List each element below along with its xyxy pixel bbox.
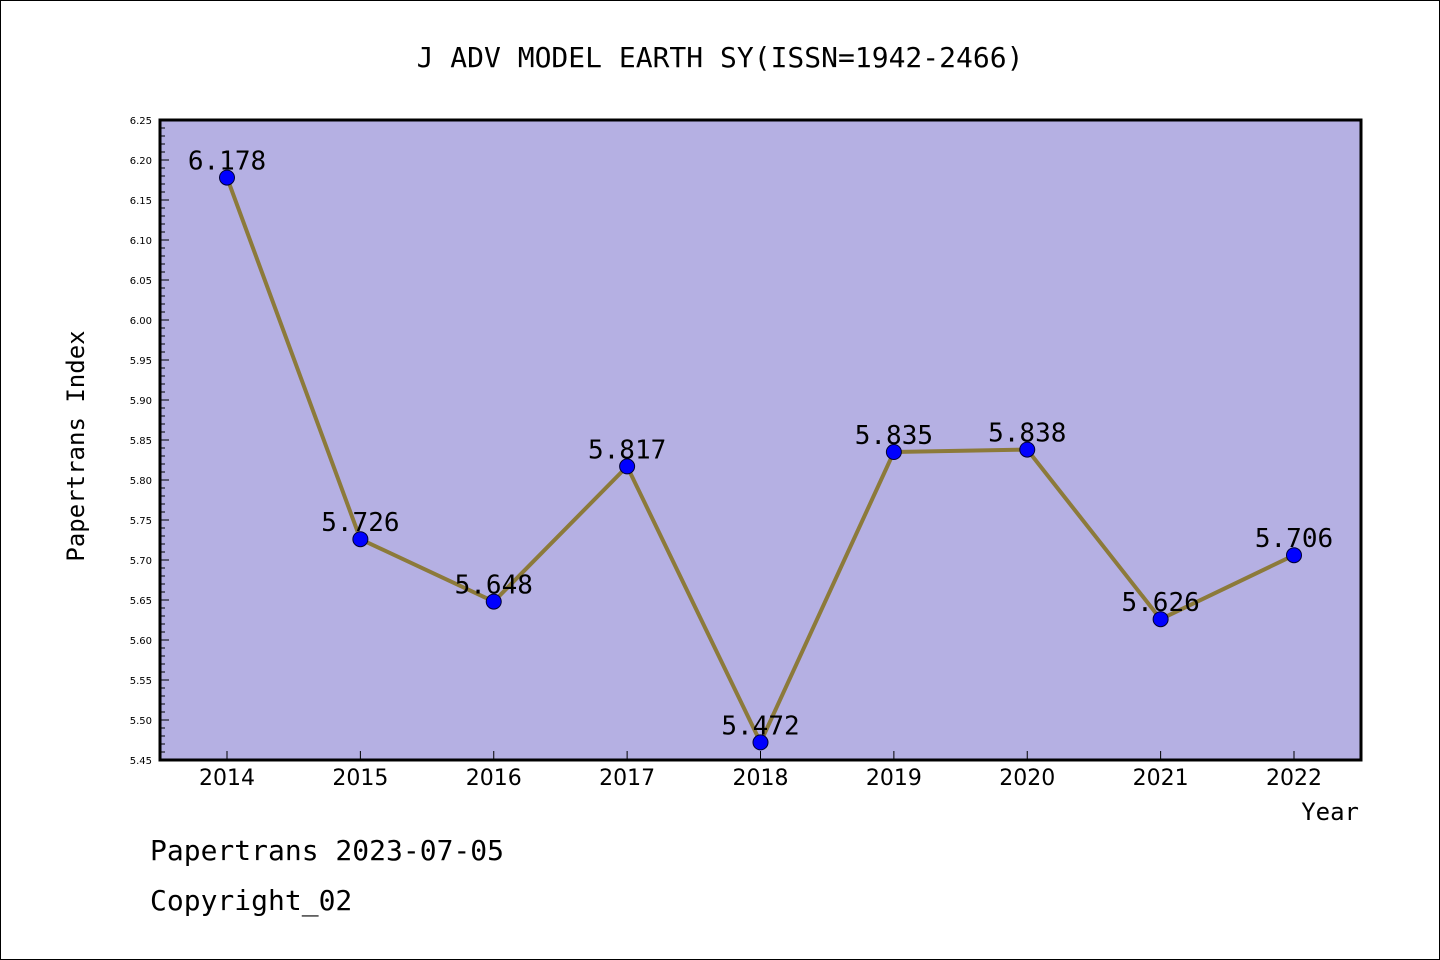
data-point-marker [885, 444, 902, 460]
footer-copyright-text: Copyright_02 [150, 884, 353, 917]
plot-area [158, 118, 1363, 762]
chart-title: J ADV MODEL EARTH SY(ISSN=1942-2466) [417, 41, 1024, 74]
data-point-marker [619, 458, 636, 475]
footer-date-text: Papertrans 2023-07-05 [150, 834, 505, 867]
y-axis: 5.45 5.50 5.55 5.60 5.65 5.70 5.75 5.80 5.85 5.90… [130, 116, 169, 767]
y-tick-label: 5.50 [130, 716, 152, 727]
y-tick-label: 5.55 [130, 676, 152, 687]
x-axis-label: Year [1301, 798, 1359, 826]
data-label: 5.838 [988, 419, 1066, 449]
x-tick-label: 2022 [1266, 766, 1322, 791]
data-label: 5.626 [1121, 588, 1199, 618]
data-point-marker [1019, 441, 1036, 458]
data-label: 5.726 [321, 508, 399, 538]
data-point-marker [752, 734, 769, 751]
x-tick-label: 2014 [199, 766, 255, 791]
y-tick-label: 5.45 [130, 756, 152, 767]
data-label: 5.817 [588, 435, 666, 465]
y-tick-label: 6.15 [130, 196, 152, 207]
x-tick-label: 2020 [999, 766, 1055, 791]
data-point-marker [485, 593, 502, 610]
x-axis: 2014 2015 2016 2017 2018 2019 2020 2021 2022 [199, 751, 1322, 791]
x-tick-label: 2018 [733, 766, 789, 791]
x-tick-label: 2019 [866, 766, 922, 791]
y-tick-label: 6.00 [130, 316, 152, 327]
y-tick-label: 6.20 [130, 156, 152, 167]
y-axis-label: Papertrans Index [62, 330, 90, 561]
y-tick-label: 5.80 [130, 476, 152, 487]
y-tick-label: 6.25 [130, 116, 152, 127]
data-label: 5.472 [721, 711, 799, 741]
y-tick-label: 5.70 [130, 556, 152, 567]
data-point-marker [352, 531, 369, 548]
y-tick-label: 5.85 [130, 436, 152, 447]
y-tick-label: 6.05 [130, 276, 152, 287]
y-tick-label: 6.10 [130, 236, 152, 247]
y-tick-label: 5.95 [130, 356, 152, 367]
y-tick-label: 5.90 [130, 396, 152, 407]
data-label: 5.835 [855, 421, 933, 451]
x-tick-label: 2016 [466, 766, 522, 791]
data-label: 6.178 [188, 147, 266, 177]
data-point-marker [219, 169, 235, 186]
x-tick-label: 2017 [599, 766, 655, 791]
y-tick-label: 5.65 [130, 596, 152, 607]
y-tick-label: 5.60 [130, 636, 152, 647]
data-point-marker [1152, 611, 1169, 628]
x-tick-label: 2021 [1133, 766, 1189, 791]
data-labels: 6.178 5.726 5.648 5.817 5.472 5.835 5.838 5.626… [188, 147, 1333, 742]
data-points [219, 169, 1302, 751]
x-tick-label: 2015 [332, 766, 388, 791]
data-label: 5.648 [455, 571, 533, 601]
data-label: 5.706 [1255, 524, 1333, 554]
data-point-marker [1286, 547, 1302, 564]
y-tick-label: 5.75 [130, 516, 152, 527]
